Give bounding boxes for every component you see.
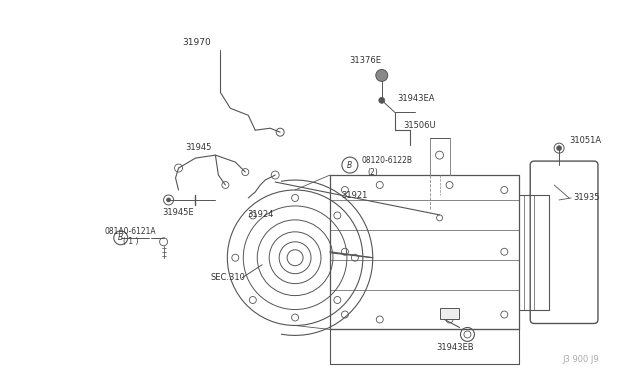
Text: 081A0-6121A: 081A0-6121A [105, 227, 157, 236]
FancyBboxPatch shape [530, 161, 598, 324]
Text: 08120-6122B: 08120-6122B [362, 155, 413, 164]
Circle shape [166, 198, 171, 202]
Circle shape [557, 146, 561, 151]
Text: SEC.310: SEC.310 [211, 273, 245, 282]
Bar [440, 308, 460, 320]
Text: 31945: 31945 [185, 142, 212, 152]
Text: (2): (2) [368, 167, 379, 177]
Text: 31924: 31924 [247, 211, 273, 219]
Circle shape [376, 70, 388, 81]
Text: J3 900 J9: J3 900 J9 [563, 355, 599, 364]
Text: 31935: 31935 [573, 193, 600, 202]
Text: 31970: 31970 [182, 38, 211, 47]
Text: B: B [118, 233, 124, 242]
Text: 31921: 31921 [342, 192, 368, 201]
Text: 31945E: 31945E [163, 208, 195, 217]
Text: 31051A: 31051A [569, 136, 601, 145]
Circle shape [379, 97, 385, 103]
Text: B: B [348, 161, 353, 170]
Text: 31376E: 31376E [349, 56, 381, 65]
Text: 31943EB: 31943EB [436, 343, 474, 352]
Text: ( 1 ): ( 1 ) [123, 237, 138, 246]
Text: 31943EA: 31943EA [397, 94, 435, 103]
Text: 31506U: 31506U [403, 121, 436, 130]
